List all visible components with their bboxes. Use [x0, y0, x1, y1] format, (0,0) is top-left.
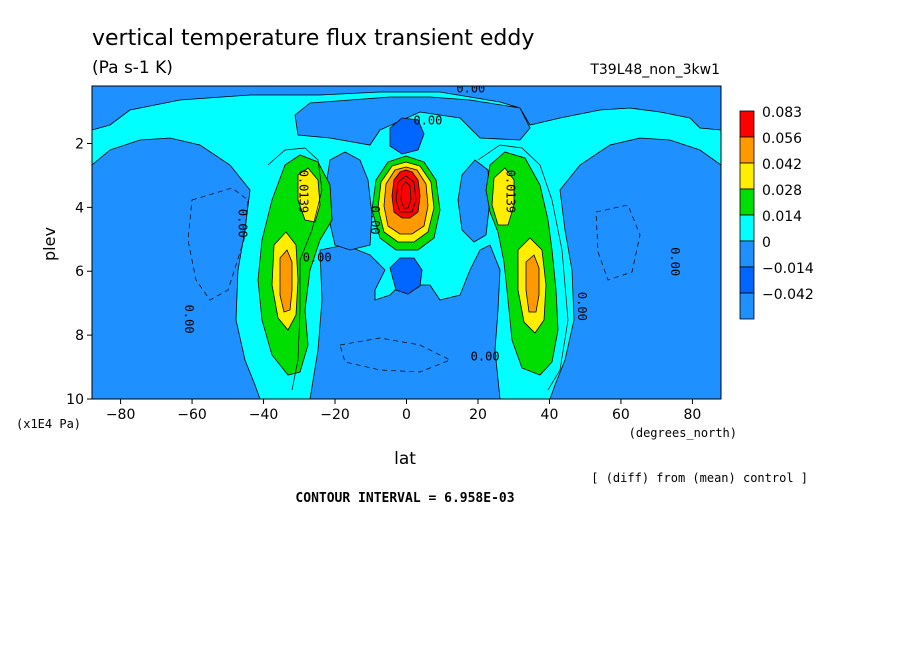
x-tick-label: −60: [177, 407, 207, 423]
x-tick-label: −40: [249, 407, 279, 423]
contour-right-zero: [477, 144, 569, 391]
colorbar-swatch: [739, 162, 755, 190]
x-tick-label: 40: [541, 407, 559, 423]
contour-center-inner-2: [400, 181, 412, 209]
colorbar: 0.083 0.056 0.042 0.028 0.014 0 −0.014 −0.042: [739, 105, 814, 320]
contour-labels: 0.00 0.00 0.0139 0.0139 0.00 0.00 0.00 0.00 0.00…: [182, 81, 682, 364]
x-tick-label: −80: [106, 407, 136, 423]
run-label: T39L48_non_3kw1: [589, 62, 720, 78]
region-neg-top: [92, 86, 721, 146]
contour-label: 0.0139: [296, 170, 310, 213]
region-pos-center-core: [391, 169, 421, 219]
contour-label: 0.00: [456, 81, 485, 95]
contour-label: 0.00: [471, 350, 500, 364]
colorbar-swatch: [739, 136, 755, 164]
y-tick-label: 2: [75, 136, 84, 152]
chart-units: (Pa s-1 K): [92, 58, 173, 78]
contour-dashed-center: [339, 337, 451, 373]
colorbar-label: 0.056: [762, 131, 802, 147]
colorbar-swatch: [739, 292, 755, 320]
contour-dashed-left: [187, 187, 249, 301]
x-tick-label: 20: [469, 407, 487, 423]
colorbar-swatch: [739, 110, 755, 138]
colorbar-swatch: [739, 214, 755, 242]
contour-label: 0.00: [575, 292, 589, 321]
region-min-upper: [389, 117, 425, 155]
plot-area: 0.00 0.00 0.0139 0.0139 0.00 0.00 0.00 0.00 0.00…: [92, 81, 721, 399]
x-tick-label: 0: [402, 407, 411, 423]
colorbar-label: 0: [762, 235, 771, 251]
contour-interval: CONTOUR INTERVAL = 6.958E-03: [295, 491, 514, 506]
region-min-lower: [389, 257, 423, 295]
contour-label: 0.00: [668, 247, 682, 276]
footnote: [ (diff) from (mean) control ]: [591, 471, 808, 485]
x-tick-label: 80: [683, 407, 701, 423]
region-pos-left-upper: [297, 167, 321, 223]
colorbar-swatch: [739, 240, 755, 268]
region-pos-right-core: [525, 254, 540, 313]
colorbar-label: 0.014: [762, 209, 802, 225]
contour-center-inner-1: [395, 175, 417, 213]
region-neg-left: [92, 137, 261, 399]
region-neg-right: [549, 137, 721, 399]
region-pos-left-core: [279, 249, 293, 313]
y-axis-units: (x1E4 Pa): [16, 417, 81, 431]
colorbar-label: 0.028: [762, 183, 802, 199]
y-axis: 2 4 6 8 10: [66, 136, 92, 408]
x-axis-units: (degrees_north): [629, 426, 737, 440]
y-tick-label: 6: [75, 264, 84, 280]
contour-label: 0.00: [413, 113, 442, 127]
contour-label: 0.00: [303, 251, 332, 265]
contour-dashed-right: [595, 204, 641, 281]
x-axis: −80 −60 −40 −20 0 20 40 60 80: [106, 399, 701, 423]
contour-left-zero: [267, 147, 323, 391]
colorbar-swatch: [739, 266, 755, 294]
contour-label: 0.00: [182, 305, 196, 334]
y-tick-label: 8: [75, 328, 84, 344]
region-neg-mid-right: [457, 159, 491, 243]
x-axis-label: lat: [394, 449, 416, 469]
region-pos-right-upper: [491, 167, 515, 226]
y-tick-label: 10: [66, 392, 84, 408]
colorbar-swatch: [739, 188, 755, 216]
colorbar-label: −0.042: [762, 287, 814, 303]
chart-title: vertical temperature flux transient eddy: [92, 26, 534, 51]
contour-label: 0.00: [368, 206, 382, 235]
region-neg-center: [309, 244, 501, 399]
contour-label: 0.00: [236, 209, 250, 238]
colorbar-label: 0.042: [762, 157, 802, 173]
contour-label: 0.0139: [504, 170, 518, 213]
x-tick-label: −20: [320, 407, 350, 423]
y-tick-label: 4: [75, 200, 84, 216]
colorbar-label: −0.014: [762, 261, 814, 277]
y-axis-label: plev: [40, 227, 59, 261]
x-tick-label: 60: [612, 407, 630, 423]
colorbar-label: 0.083: [762, 105, 802, 121]
